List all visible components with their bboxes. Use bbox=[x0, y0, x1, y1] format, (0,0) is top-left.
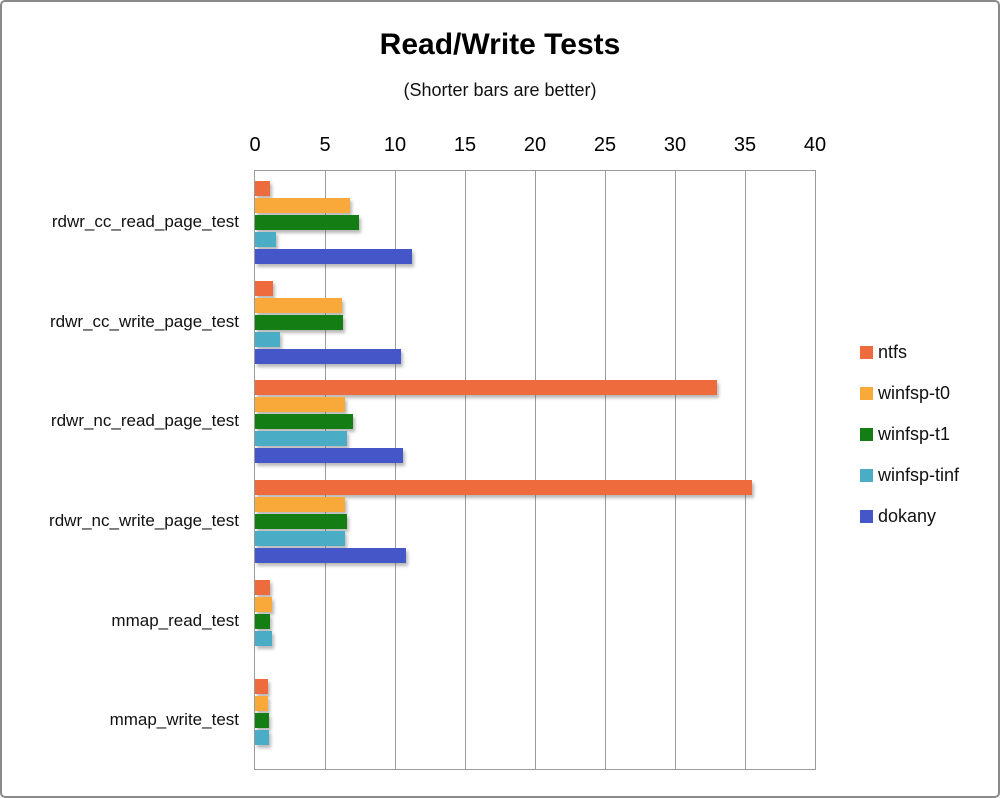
category-label: rdwr_cc_read_page_test bbox=[51, 212, 239, 231]
legend-item: dokany bbox=[860, 506, 959, 547]
legend-swatch bbox=[860, 428, 873, 441]
x-tick-label: 20 bbox=[523, 134, 547, 156]
category-label: rdwr_cc_write_page_test bbox=[50, 311, 239, 331]
category-label: rdwr_nc_write_page_test bbox=[49, 511, 239, 530]
x-tick-label: 35 bbox=[733, 134, 757, 156]
gridline bbox=[464, 171, 466, 769]
category-axis: rdwr_cc_read_page_test rdwr_cc_write_page… bbox=[2, 2, 242, 796]
x-tick-label: 10 bbox=[383, 134, 407, 156]
x-tick-label: 5 bbox=[319, 134, 331, 156]
bar-group bbox=[255, 370, 815, 470]
legend-swatch bbox=[860, 469, 873, 482]
bar-winfsp-t1 bbox=[255, 613, 271, 629]
legend-item: winfsp-t1 bbox=[860, 424, 959, 465]
category-label: mmap_write_test bbox=[109, 710, 239, 730]
bar-dokany bbox=[255, 348, 401, 364]
bar-dokany bbox=[255, 448, 404, 464]
bar-winfsp-t0 bbox=[255, 696, 268, 712]
bar-group bbox=[255, 669, 815, 769]
bar-winfsp-t0 bbox=[255, 297, 342, 313]
x-tick-label: 0 bbox=[249, 134, 261, 156]
legend: ntfs winfsp-t0 winfsp-t1 winfsp-tinf dokany bbox=[860, 342, 959, 547]
legend-label: ntfs bbox=[878, 342, 908, 362]
legend-swatch bbox=[860, 387, 873, 400]
category-label: rdwr_nc_read_page_test bbox=[50, 411, 239, 431]
x-tick-label: 25 bbox=[593, 134, 617, 156]
bar-winfsp-tinf bbox=[255, 331, 281, 347]
bar-winfsp-tinf bbox=[255, 630, 272, 646]
bar-winfsp-t0 bbox=[255, 596, 272, 612]
bar-winfsp-t1 bbox=[255, 314, 344, 330]
bar-group bbox=[255, 171, 815, 271]
bar-winfsp-t1 bbox=[255, 215, 359, 230]
legend-swatch bbox=[860, 346, 873, 359]
gridline bbox=[604, 171, 606, 769]
legend-label: dokany bbox=[878, 506, 937, 526]
bar-ntfs bbox=[255, 579, 271, 595]
legend-label: winfsp-tinf bbox=[878, 465, 960, 485]
bar-winfsp-tinf bbox=[255, 232, 276, 247]
gridline bbox=[674, 171, 676, 769]
chart-subtitle: (Shorter bars are better) bbox=[403, 80, 597, 100]
category-label: mmap_read_test bbox=[111, 610, 239, 630]
plot-area bbox=[254, 170, 816, 770]
bar-group bbox=[255, 470, 815, 570]
gridline bbox=[534, 171, 536, 769]
x-tick-label: 30 bbox=[663, 134, 687, 156]
legend-item: winfsp-tinf bbox=[860, 465, 959, 506]
legend-item: ntfs bbox=[860, 342, 959, 383]
x-tick-label: 15 bbox=[453, 134, 477, 156]
bar-dokany bbox=[255, 548, 407, 563]
bar-winfsp-t0 bbox=[255, 198, 351, 213]
bar-winfsp-tinf bbox=[255, 730, 269, 746]
bar-winfsp-tinf bbox=[255, 431, 348, 447]
bar-ntfs bbox=[255, 380, 717, 396]
bar-winfsp-t1 bbox=[255, 713, 269, 729]
legend-swatch bbox=[860, 510, 873, 523]
bar-winfsp-tinf bbox=[255, 531, 345, 546]
gridline bbox=[744, 171, 746, 769]
bar-group bbox=[255, 271, 815, 371]
bar-ntfs bbox=[255, 679, 268, 695]
gridline bbox=[324, 171, 326, 769]
bar-winfsp-t1 bbox=[255, 414, 353, 430]
bar-ntfs bbox=[255, 280, 274, 296]
gridline bbox=[394, 171, 396, 769]
x-tick-label: 40 bbox=[803, 134, 827, 156]
bar-winfsp-t0 bbox=[255, 397, 345, 413]
legend-label: winfsp-t0 bbox=[878, 383, 951, 403]
bar-winfsp-t0 bbox=[255, 497, 345, 512]
chart-title: Read/Write Tests bbox=[379, 28, 621, 61]
bar-winfsp-t1 bbox=[255, 514, 348, 529]
bar-dokany bbox=[255, 249, 412, 264]
bar-group bbox=[255, 570, 815, 670]
legend-label: winfsp-t1 bbox=[878, 424, 951, 444]
bar-ntfs bbox=[255, 480, 752, 495]
bar-ntfs bbox=[255, 181, 271, 196]
legend-item: winfsp-t0 bbox=[860, 383, 959, 424]
x-axis: 0 5 10 15 20 25 30 35 40 bbox=[2, 134, 998, 164]
